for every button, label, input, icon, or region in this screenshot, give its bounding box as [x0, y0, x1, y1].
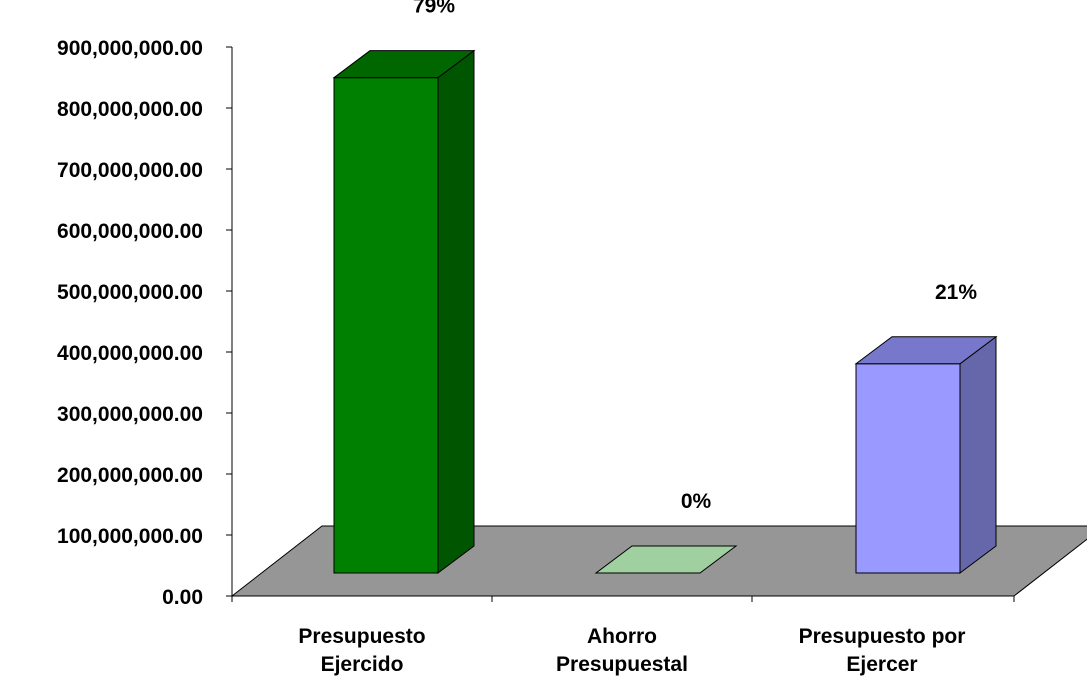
data-labels: 79% 0% 21% — [413, 0, 977, 513]
bar-side — [437, 49, 475, 574]
y-axis: 0.00 100,000,000.00 200,000,000.00 300,000,… — [57, 37, 1015, 609]
bars — [332, 49, 998, 574]
category-label: Presupuesto Ejercido — [298, 625, 425, 676]
y-tick-label: 100,000,000.00 — [57, 525, 203, 548]
y-tick-label: 600,000,000.00 — [57, 220, 203, 243]
data-label: 21% — [935, 281, 977, 304]
bar-front — [333, 77, 439, 574]
bar-top — [332, 50, 476, 79]
y-tick-label: 300,000,000.00 — [57, 403, 203, 426]
y-tick-label: 800,000,000.00 — [57, 98, 203, 121]
y-tick-label: 200,000,000.00 — [57, 464, 203, 487]
y-tick-label: 0.00 — [162, 586, 203, 609]
y-tick-label: 900,000,000.00 — [57, 37, 203, 60]
bar-top — [854, 336, 998, 365]
y-tick-label: 700,000,000.00 — [57, 159, 203, 182]
y-tick-label: 400,000,000.00 — [57, 342, 203, 365]
category-label: Ahorro Presupuestal — [556, 625, 688, 676]
bar-top — [594, 545, 738, 574]
category-label: Presupuesto por Ejercer — [799, 625, 966, 676]
bar-side — [959, 335, 997, 574]
x-axis-categories: Presupuesto Ejercido Ahorro Presupuestal Pre… — [298, 625, 965, 676]
data-label: 79% — [413, 0, 455, 18]
bar — [594, 545, 738, 574]
bar — [854, 335, 998, 574]
bar — [332, 49, 476, 574]
data-label: 0% — [681, 490, 712, 513]
bar-front — [855, 363, 961, 574]
y-tick-label: 500,000,000.00 — [57, 281, 203, 304]
